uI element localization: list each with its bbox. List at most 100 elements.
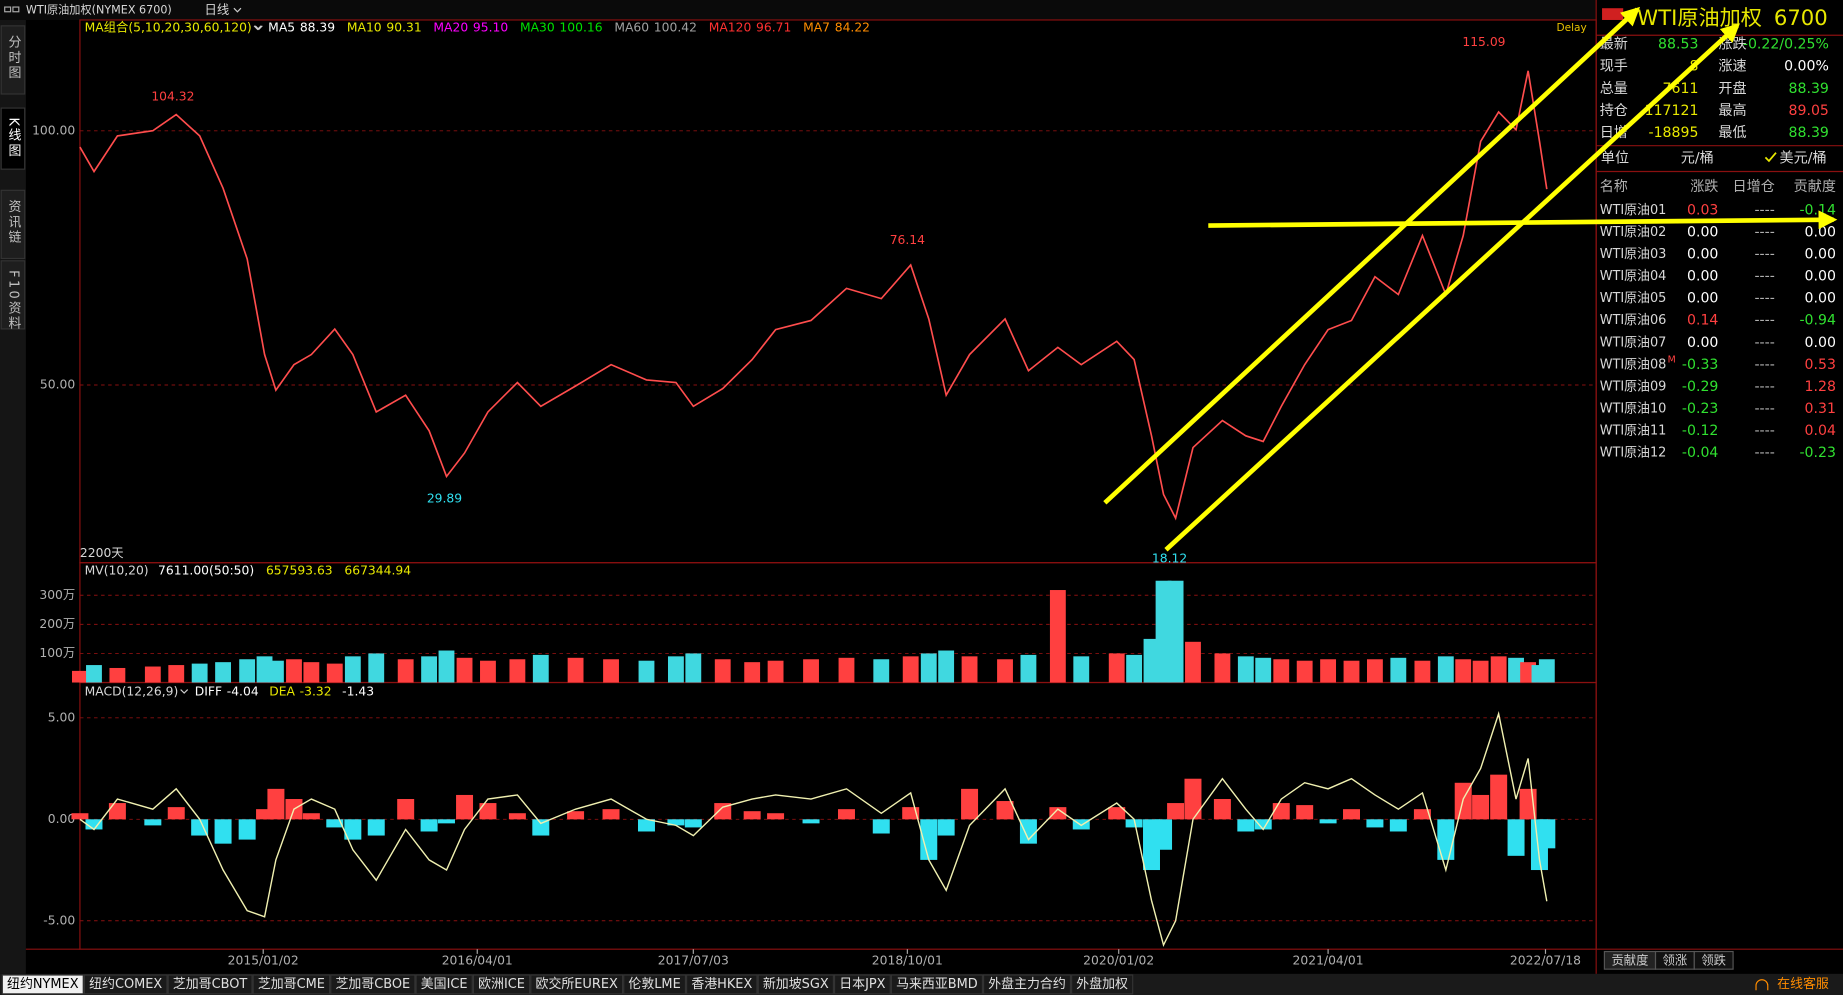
market-tab[interactable] — [252, 974, 331, 995]
market-tab-label: 马来西亚BMD — [896, 977, 978, 992]
contract-name[interactable]: WTI原油04 — [1600, 269, 1667, 284]
contract-name[interactable]: WTI原油06 — [1600, 313, 1667, 328]
sidebar-tab[interactable] — [0, 260, 26, 330]
macd-bar — [802, 819, 820, 824]
volume-bar — [326, 663, 343, 683]
legend-value: -1.43 — [342, 684, 374, 698]
header-title: WTI原油加权(NYMEX 6700) — [26, 3, 172, 17]
y-tick-label: 0.00 — [48, 812, 76, 826]
market-tab-label: 欧交所EUREX — [536, 976, 618, 992]
panel-tab[interactable] — [1693, 950, 1734, 970]
market-tab[interactable] — [982, 974, 1072, 995]
macd-bar — [532, 819, 550, 836]
contract-name[interactable]: WTI原油11 — [1600, 424, 1667, 439]
volume-bar — [344, 656, 361, 683]
indicator-name: MA60 — [614, 21, 649, 35]
contribution: 0.00 — [1805, 291, 1836, 307]
indicator-name: MA20 — [433, 21, 468, 35]
contract-name[interactable]: WTI原油02 — [1600, 225, 1667, 240]
market-tab-label: 香港HKEX — [691, 977, 752, 992]
indicator-value: 90.31 — [386, 21, 421, 35]
unit-option[interactable]: 元/桶 — [1681, 151, 1714, 167]
market-tab[interactable] — [167, 974, 253, 995]
volume-bar — [1126, 654, 1143, 683]
market-tab-label: 外盘加权 — [1076, 976, 1128, 992]
volume-bar — [638, 660, 655, 683]
sidebar-tab-label: K线图 — [5, 117, 20, 158]
macd-bar — [1237, 819, 1255, 832]
plots: 50.00 100.00 MA组合(5,10,20,30,60,120) MA5 88.… — [32, 20, 1597, 967]
sidebar-tab[interactable] — [0, 25, 26, 95]
contract-name[interactable]: WTI原油01 — [1600, 203, 1667, 218]
footer: 在线客服 纽约NYMEX 纽约COMEX 芝加哥CBOT 芝加哥CME 芝加哥CBOE 美… — [0, 973, 1843, 995]
market-tab[interactable] — [890, 974, 983, 995]
oi-change: ---- — [1754, 401, 1774, 417]
y-tick-label: 5.00 — [48, 710, 76, 724]
indicator-value: 100.16 — [559, 21, 602, 35]
quote-title: WTI原油加权 — [1637, 5, 1762, 30]
macd-bar — [1072, 819, 1090, 830]
oi-change: ---- — [1754, 423, 1774, 439]
oi-change: ---- — [1754, 202, 1774, 218]
check-icon — [1764, 152, 1777, 163]
macd-bar — [1213, 799, 1231, 820]
macd-bar — [684, 819, 702, 828]
volume-bar — [997, 659, 1013, 683]
contract-name[interactable]: WTI原油12 — [1600, 446, 1667, 461]
market-tab-label: 芝加哥CBOE — [335, 976, 410, 992]
market-tab[interactable] — [415, 974, 473, 995]
contract-name[interactable]: WTI原油03 — [1600, 247, 1667, 262]
contract-name[interactable]: WTI原油07 — [1600, 335, 1667, 350]
trend-arrow — [1164, 23, 1740, 552]
quote-value: 88.39 — [1789, 125, 1829, 141]
service-link[interactable]: 在线客服 — [1777, 976, 1829, 992]
x-tick-label: 2020/01/02 — [1083, 953, 1154, 967]
volume-bar — [1237, 656, 1254, 683]
market-tab[interactable] — [623, 974, 687, 995]
contract-name[interactable]: WTI原油08 — [1600, 357, 1667, 372]
volume-bar — [144, 666, 161, 683]
market-tab[interactable] — [472, 974, 531, 995]
macd-bar — [872, 819, 890, 834]
contract-name[interactable]: WTI原油10 — [1600, 402, 1667, 417]
legend-name: DEA — [269, 684, 295, 698]
market-tab[interactable] — [1, 974, 84, 995]
contract-name[interactable]: WTI原油09 — [1600, 379, 1667, 394]
macd-bar — [1019, 819, 1037, 844]
macd-bar — [85, 819, 103, 830]
market-tab[interactable] — [330, 974, 416, 995]
macd-bar — [1184, 778, 1202, 820]
change: -0.29 — [1682, 379, 1718, 395]
oi-change: ---- — [1754, 313, 1774, 329]
macd-bar — [238, 819, 256, 840]
market-tab-label: 欧洲ICE — [478, 977, 525, 992]
indicator-value: 100.42 — [654, 21, 697, 35]
volume-bar — [567, 657, 584, 683]
volume-bar — [1020, 654, 1037, 683]
market-tab[interactable] — [1071, 974, 1134, 995]
market-tab[interactable] — [833, 974, 891, 995]
volume-bar — [1508, 657, 1524, 683]
period-selector[interactable]: 日线 — [205, 3, 230, 17]
macd-bar — [1472, 794, 1490, 820]
y-tick-label: 100万 — [39, 646, 75, 660]
series-line — [79, 711, 1548, 948]
y-tick-label: 50.00 — [40, 378, 75, 392]
unit-option[interactable]: 美元/桶 — [1780, 151, 1827, 167]
contribution: -0.23 — [1799, 445, 1835, 461]
volume-bar — [838, 657, 855, 683]
sidebar-tab[interactable] — [0, 107, 26, 170]
macd-bar — [1254, 819, 1272, 830]
market-tab[interactable] — [530, 974, 624, 995]
market-tab[interactable] — [757, 974, 834, 995]
y-tick-label: 100.00 — [32, 123, 75, 137]
legend-title: MV(10,20) — [85, 563, 149, 577]
contribution: 0.00 — [1805, 246, 1836, 262]
sidebar-tab[interactable] — [0, 189, 26, 260]
market-tab[interactable] — [686, 974, 758, 995]
market-tab[interactable] — [83, 974, 168, 995]
contract-name[interactable]: WTI原油05 — [1600, 291, 1667, 306]
column-header: 名称 — [1600, 179, 1628, 195]
unit-label: 单位 — [1601, 151, 1629, 167]
